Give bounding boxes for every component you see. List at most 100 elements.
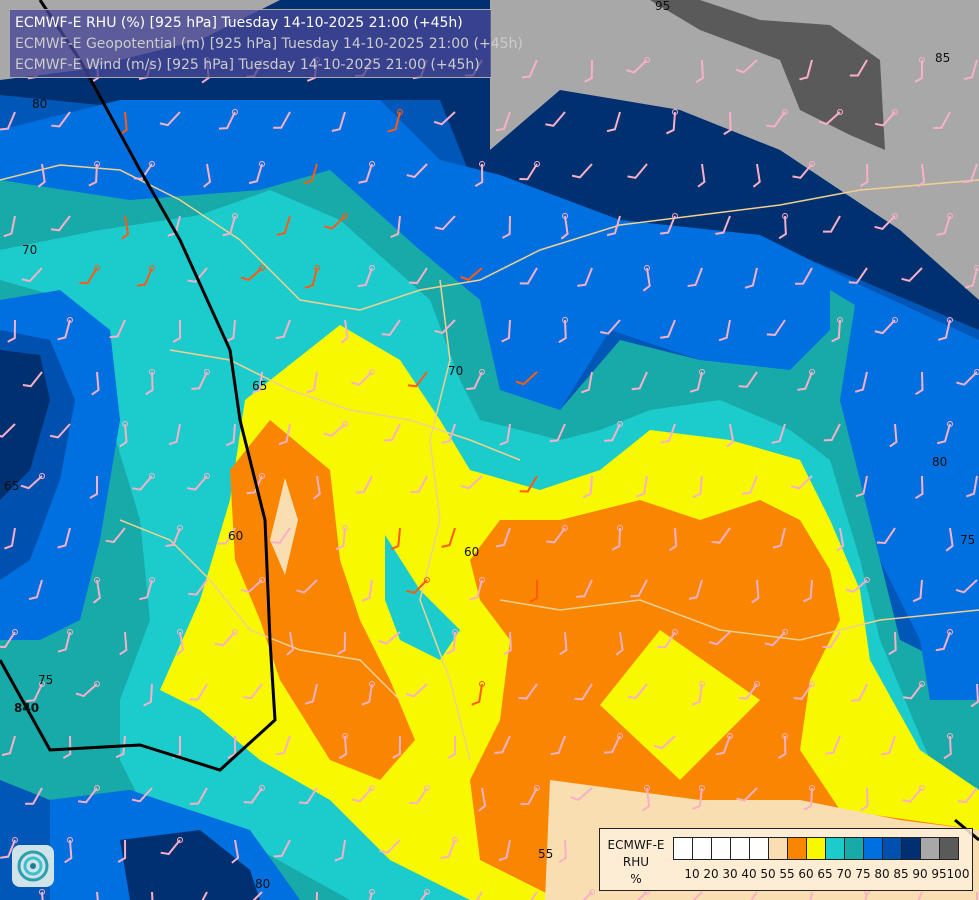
wind-barb	[917, 163, 926, 188]
wind-barb	[51, 111, 71, 128]
wind-barb	[550, 735, 566, 756]
wind-barb	[57, 527, 71, 549]
wind-barb	[91, 371, 100, 396]
wind-barb	[77, 785, 100, 804]
wind-barb	[407, 371, 428, 388]
wind-barb	[474, 161, 485, 187]
wind-barb	[434, 319, 456, 335]
wind-barb	[57, 317, 73, 341]
wind-barb	[273, 839, 291, 858]
rhu-80-band	[920, 620, 979, 700]
rhu-90-band	[0, 350, 50, 500]
wind-barb	[309, 891, 318, 900]
wind-barb	[970, 683, 979, 708]
wind-barb	[139, 577, 155, 601]
wind-barb	[901, 267, 923, 282]
contour-label: 80	[32, 97, 47, 111]
wind-barb	[172, 319, 182, 343]
wind-barb	[22, 371, 43, 388]
wind-barb	[383, 423, 401, 442]
wind-barb	[657, 629, 678, 649]
title-box: ECMWF-E RHU (%) [925 hPa] Tuesday 14-10-…	[9, 9, 523, 78]
wind-barb	[966, 475, 978, 498]
wind-barb	[337, 631, 346, 655]
wind-barb	[546, 525, 568, 544]
wind-barb	[577, 267, 593, 287]
wind-barb	[242, 683, 263, 700]
wind-barb	[802, 579, 813, 603]
wind-barb	[660, 423, 676, 444]
wind-barb	[687, 267, 703, 288]
wind-barb	[874, 213, 898, 230]
rhu-65-band	[600, 630, 760, 780]
title-wind: ECMWF-E Wind (m/s) [925 hPa] Tuesday 14-…	[15, 57, 480, 73]
wind-barb	[165, 525, 183, 548]
wind-barb	[3, 215, 16, 238]
wind-barb	[340, 319, 349, 344]
wind-barb	[515, 371, 538, 386]
wind-barb	[945, 527, 954, 552]
wind-barb	[937, 317, 953, 341]
wind-barb	[718, 319, 731, 342]
wind-barb	[795, 267, 813, 285]
wind-barb	[906, 891, 923, 900]
wind-barbs	[0, 57, 979, 900]
wind-barb	[668, 527, 678, 552]
wind-barb	[304, 265, 320, 289]
wind-barb	[660, 319, 676, 339]
wind-barb	[117, 839, 127, 863]
wind-barb	[248, 161, 265, 185]
wind-barb	[351, 785, 375, 803]
legend-swatches	[673, 837, 959, 860]
wind-barb	[582, 475, 593, 499]
wind-barb	[7, 319, 16, 343]
wind-barb	[469, 577, 485, 601]
wind-barb	[519, 267, 538, 285]
wind-barb	[936, 213, 953, 236]
wind-barb	[240, 577, 265, 594]
rhu-70-band	[385, 535, 460, 660]
wind-barb	[494, 735, 511, 754]
legend-swatch	[731, 838, 750, 859]
wind-barb	[21, 267, 43, 283]
wind-barb	[324, 213, 348, 230]
wind-barb	[818, 109, 843, 126]
wind-barb	[715, 733, 733, 756]
wind-barb	[25, 787, 43, 805]
wind-barb	[822, 631, 841, 649]
legend-tick: 85	[893, 867, 909, 881]
legend-swatch	[826, 838, 845, 859]
wind-barb	[37, 163, 46, 188]
wind-barb	[845, 577, 870, 594]
wind-barb	[902, 785, 925, 803]
wind-barb	[203, 163, 212, 188]
legend-swatch	[921, 838, 940, 859]
wind-barb	[803, 785, 815, 811]
contour-label: 70	[448, 364, 463, 378]
wind-barb	[159, 111, 181, 127]
wind-barb	[752, 163, 761, 188]
wind-barb	[790, 475, 813, 490]
wind-barb	[119, 421, 128, 448]
wind-barb	[0, 423, 16, 438]
wind-barb	[334, 839, 346, 862]
wind-barb	[860, 787, 869, 812]
wind-barb	[606, 215, 621, 237]
wind-barb	[691, 681, 705, 706]
wind-barb	[390, 527, 401, 551]
wind-barb	[405, 683, 428, 698]
wind-barb	[218, 109, 238, 130]
wind-barb	[855, 475, 868, 498]
wind-barb	[549, 423, 566, 443]
wind-barb	[119, 111, 128, 136]
wind-barb	[558, 839, 567, 864]
wind-barb	[276, 215, 291, 236]
wind-barb	[217, 527, 236, 545]
legend-tick: 60	[798, 867, 814, 881]
wind-barb	[519, 475, 538, 493]
wind-barb	[584, 59, 593, 83]
rhu-90-band	[120, 830, 260, 900]
wind-barb	[630, 579, 648, 598]
wind-barb	[460, 267, 483, 281]
